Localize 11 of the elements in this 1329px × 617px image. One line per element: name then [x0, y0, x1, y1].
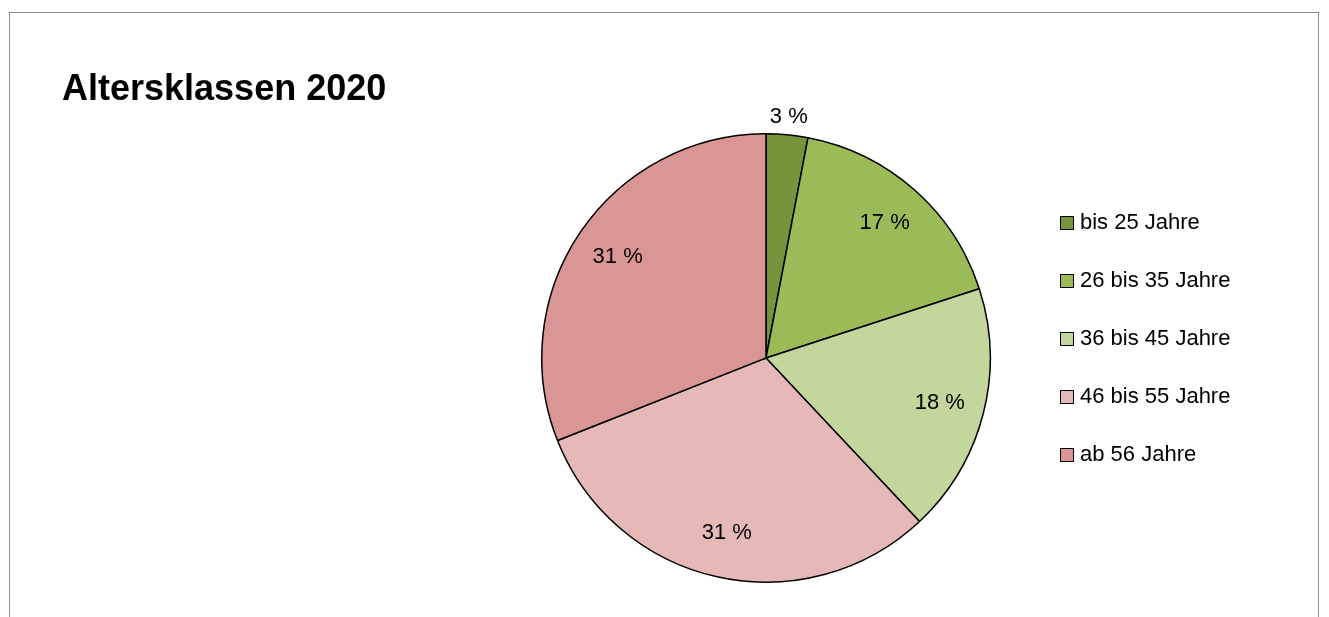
legend-label: 36 bis 45 Jahre	[1080, 325, 1231, 351]
legend-label: ab 56 Jahre	[1080, 441, 1197, 467]
legend-label: bis 25 Jahre	[1080, 209, 1200, 235]
data-label: 31 %	[592, 243, 643, 269]
text: Altersklassen 2020	[62, 66, 387, 108]
legend-label: 46 bis 55 Jahre	[1080, 383, 1231, 409]
data-label: 18 %	[914, 388, 965, 414]
data-label: 3 %	[769, 102, 808, 128]
legend-label: 26 bis 35 Jahre	[1080, 267, 1231, 293]
data-label: 17 %	[859, 209, 910, 235]
data-label: 31 %	[701, 519, 752, 545]
